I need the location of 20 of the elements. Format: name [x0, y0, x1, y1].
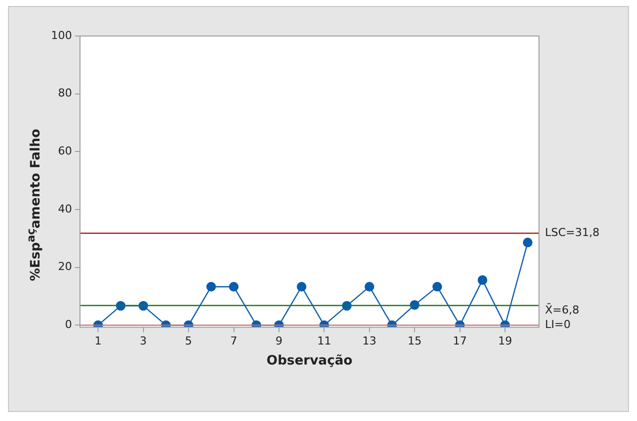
- x-tick-label: 5: [185, 334, 192, 348]
- x-tick-label: 9: [275, 334, 282, 348]
- y-tick-label: 20: [58, 260, 72, 274]
- x-tick-label: 7: [230, 334, 238, 348]
- x-tick-label: 17: [452, 334, 467, 348]
- y-tick-label: 40: [58, 202, 72, 216]
- x-tick-label: 13: [362, 334, 376, 348]
- ref-line-label: X̄=6,8: [545, 302, 580, 316]
- ref-line-label: LSC=31,8: [545, 226, 600, 240]
- x-tick-label: 11: [317, 334, 332, 348]
- x-tick-label: 3: [140, 334, 147, 348]
- y-tick-label: 100: [50, 28, 72, 42]
- x-tick-label: 19: [498, 334, 512, 348]
- ref-line-label: LI=0: [545, 318, 571, 332]
- x-tick-label: 1: [94, 334, 102, 348]
- y-tick-label: 80: [58, 86, 72, 100]
- x-tick-label: 15: [408, 334, 422, 348]
- x-axis-title: Observação: [266, 354, 353, 369]
- y-tick-label: 0: [64, 318, 72, 332]
- y-tick-label: 60: [58, 144, 72, 158]
